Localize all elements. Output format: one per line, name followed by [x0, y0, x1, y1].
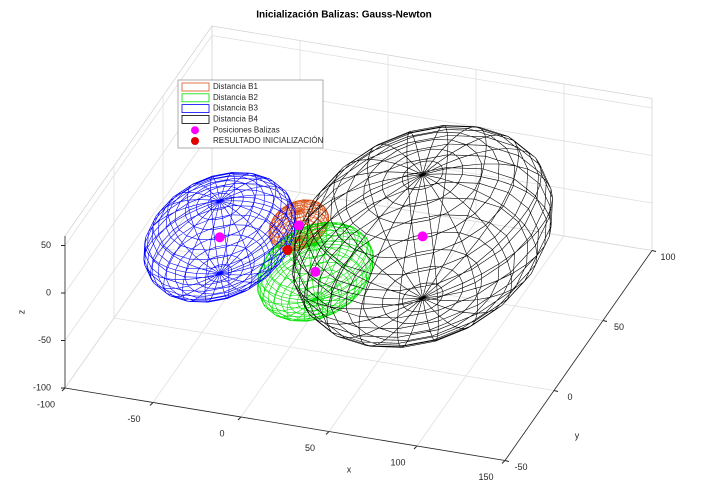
- legend-label: Distancia B4: [213, 115, 258, 124]
- z-tick-label: 0: [46, 287, 51, 297]
- grid-line: [64, 177, 653, 389]
- z-tick-label: 50: [41, 240, 51, 250]
- x-tick-label: 0: [219, 428, 224, 438]
- z-tick-label: -100: [33, 382, 51, 392]
- legend-label: Distancia B2: [213, 93, 258, 102]
- legend-label: Distancia B3: [213, 104, 258, 113]
- x-axis-label: x: [347, 464, 352, 474]
- y-axis: [504, 250, 653, 461]
- tick-mark: [553, 390, 559, 392]
- legend-marker: [191, 126, 199, 135]
- legend-marker: [191, 137, 199, 145]
- grid-line: [64, 35, 653, 246]
- legend-swatch: [181, 82, 210, 92]
- tick-mark: [651, 250, 657, 252]
- legend-label: Distancia B1: [213, 82, 258, 91]
- z-axis-label: z: [16, 309, 26, 314]
- x-tick-label: -50: [127, 414, 140, 424]
- tick-mark: [237, 416, 242, 421]
- legend: Distancia B1 Distancia B2 Distancia B3 Dist…: [177, 79, 324, 149]
- tick-mark: [602, 320, 608, 322]
- legend-label: Posiciones Balizas: [213, 125, 280, 134]
- legend-swatch: [181, 104, 210, 113]
- x-tick-label: -100: [37, 399, 55, 409]
- tick-mark: [325, 431, 330, 435]
- tick-mark: [501, 460, 506, 464]
- beacon-point: [293, 220, 304, 231]
- y-tick-label: 100: [660, 252, 675, 262]
- legend-swatch: [181, 115, 210, 124]
- legend-swatch: [181, 93, 210, 103]
- legend-label: RESULTADO INICIALIZACIÓN: [213, 136, 324, 145]
- y-tick-label: -50: [514, 462, 527, 472]
- y-tick-label: 0: [567, 392, 572, 402]
- x-tick-label: 150: [478, 472, 493, 482]
- sphere-mesh: [143, 172, 297, 303]
- y-tick-label: 50: [614, 322, 624, 332]
- beacon-point: [417, 231, 428, 242]
- chart-title: Inicialización Balizas: Gauss-Newton: [256, 10, 432, 21]
- beacon-point: [214, 232, 225, 243]
- x-tick-label: 100: [390, 457, 405, 467]
- y-axis-label: y: [575, 430, 580, 440]
- sphere-mesh: [292, 125, 553, 348]
- z-tick-label: -50: [38, 335, 51, 345]
- tick-mark: [504, 460, 510, 462]
- beacon-point: [310, 266, 321, 277]
- result-point: [282, 245, 293, 256]
- x-axis: [64, 387, 506, 461]
- tick-mark: [413, 445, 418, 450]
- tick-mark: [149, 402, 154, 406]
- x-tick-label: 50: [305, 443, 315, 453]
